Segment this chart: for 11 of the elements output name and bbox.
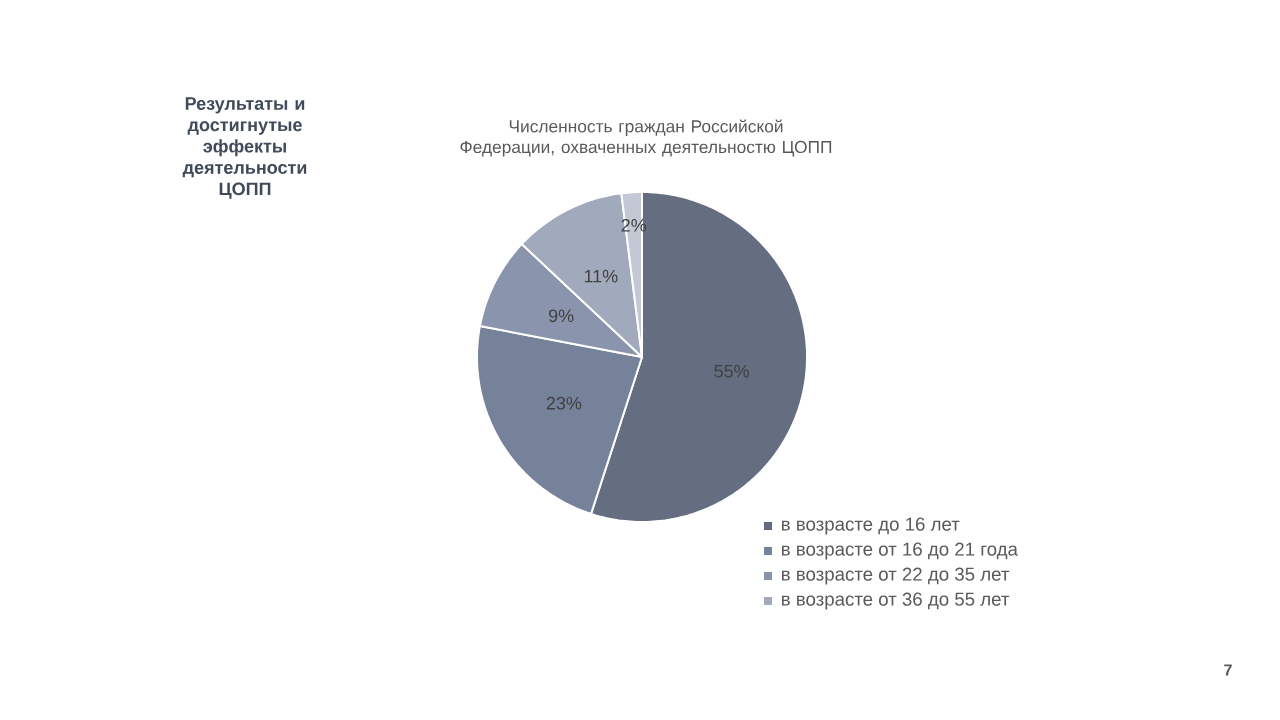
chart-title: Численность граждан Российской Федерации, охваченных деятельностю ЦОПП: [460, 119, 832, 157]
data-label: 11%: [584, 269, 618, 283]
legend-label: в возрасте от 22 до 35 лет: [782, 567, 1010, 585]
legend-label: в возрасте от 36 до 55 лет: [782, 592, 1010, 610]
legend-label: в возрасте до 16 лет: [782, 517, 960, 535]
text: Результаты и достигнутые эффекты деятельности ЦОПП: [182, 97, 307, 199]
legend-label: в возрасте от 16 до 21 года: [782, 542, 1018, 560]
text: 7: [1224, 664, 1232, 676]
data-label: 55%: [714, 364, 750, 378]
data-label: 23%: [546, 396, 582, 410]
data-label: 9%: [548, 309, 574, 323]
